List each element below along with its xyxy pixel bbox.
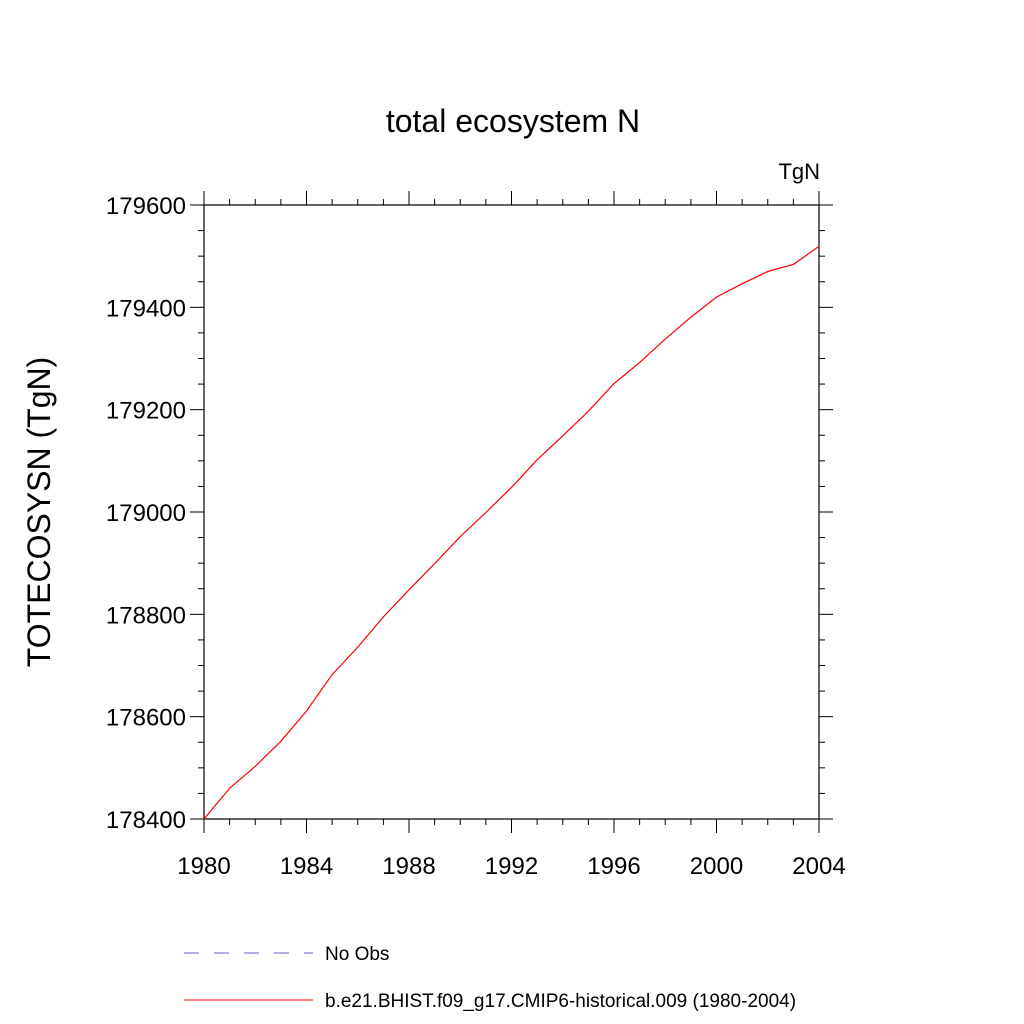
legend-label: No Obs (325, 944, 389, 965)
y-tick-label: 178400 (106, 807, 186, 834)
y-tick-label: 179000 (106, 500, 186, 527)
chart-title: total ecosystem N (386, 103, 640, 139)
series-group (203, 245, 820, 820)
y-tick-label: 178800 (106, 602, 186, 629)
axis-ticks (190, 191, 833, 833)
x-tick-label: 1980 (177, 853, 230, 880)
plot-frame (203, 204, 820, 820)
x-tick-label: 1992 (485, 853, 538, 880)
legend: No Obs b.e21.BHIST.f09_g17.CMIP6-historic… (184, 944, 796, 1012)
legend-label: b.e21.BHIST.f09_g17.CMIP6-historical.009… (325, 991, 796, 1012)
x-tick-label: 2004 (792, 853, 845, 880)
units-label: TgN (778, 159, 820, 184)
x-tick-label: 1996 (587, 853, 640, 880)
x-tick-label: 1988 (382, 853, 435, 880)
x-tick-label: 2000 (690, 853, 743, 880)
y-tick-label: 178600 (106, 705, 186, 732)
y-tick-label: 179200 (106, 398, 186, 425)
x-tick-labels: 1980 1984 1988 1992 1996 2000 2004 (177, 853, 845, 880)
y-tick-label: 179400 (106, 295, 186, 322)
x-tick-label: 1984 (280, 853, 333, 880)
series-line (203, 245, 820, 820)
y-axis-label: TOTECOSYSN (TgN) (21, 357, 57, 668)
y-tick-labels: 178400 178600 178800 179000 179200 179400 1796… (106, 193, 186, 834)
y-tick-label: 179600 (106, 193, 186, 220)
